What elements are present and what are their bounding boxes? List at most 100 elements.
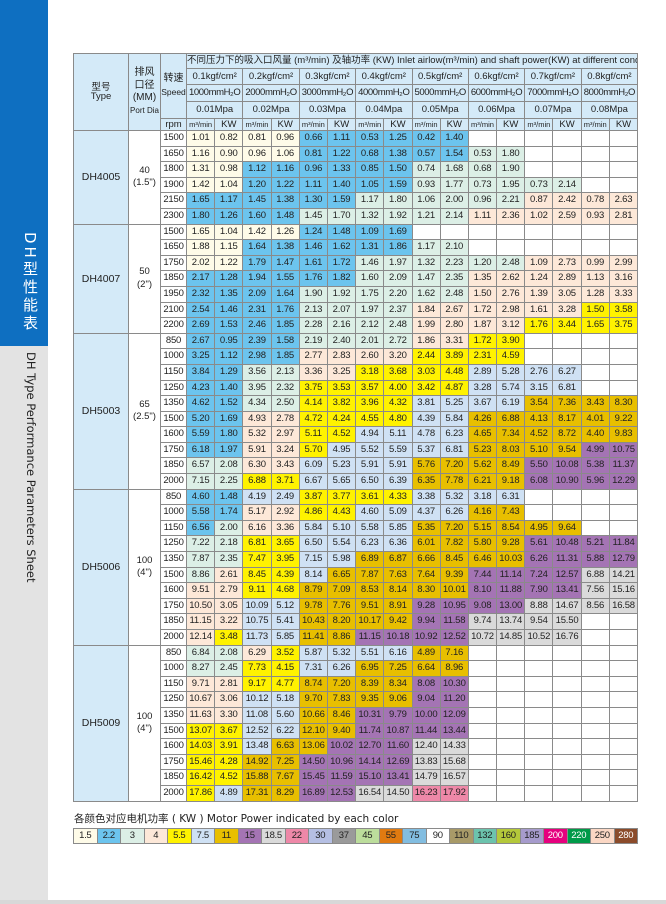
empty-cell <box>524 223 554 241</box>
airflow-cell: 17.86 <box>185 784 216 802</box>
power-cell: 3.52 <box>270 644 300 662</box>
airflow-cell: 1.65 <box>185 192 216 209</box>
airflow-cell: 16.42 <box>185 769 216 786</box>
empty-cell <box>496 738 526 755</box>
power-cell: 5.60 <box>270 706 300 724</box>
airflow-cell: 7.87 <box>355 566 385 584</box>
power-cell: 0.96 <box>270 130 300 147</box>
speed-header: 转速 Speed <box>160 53 187 119</box>
airflow-cell: 1.60 <box>355 270 385 287</box>
airflow-cell: 15.46 <box>185 753 216 771</box>
airflow-cell: 3.54 <box>524 395 554 412</box>
power-cell: 1.33 <box>326 161 357 178</box>
power-cell: 1.59 <box>326 192 357 209</box>
power-cell: 2.81 <box>214 675 244 693</box>
power-unit-header: KW <box>326 118 357 131</box>
airflow-cell: 11.41 <box>298 629 328 646</box>
airflow-cell: 4.55 <box>355 410 385 428</box>
power-cell: 4.32 <box>383 395 413 412</box>
airflow-cell: 6.84 <box>185 644 216 662</box>
airflow-cell: 4.01 <box>580 410 610 428</box>
empty-cell <box>580 784 610 802</box>
airflow-cell: 4.93 <box>242 410 272 428</box>
legend-swatch: 200 <box>543 829 567 843</box>
legend-swatch: 7.5 <box>190 829 214 843</box>
airflow-cell: 5.58 <box>185 504 216 521</box>
power-cell: 1.46 <box>214 301 244 319</box>
airflow-cell: 1.32 <box>411 254 441 272</box>
power-cell: 1.04 <box>214 176 244 194</box>
airflow-cell: 7.44 <box>467 566 498 584</box>
power-cell: 1.26 <box>270 223 300 241</box>
airflow-cell: 1.75 <box>355 285 385 303</box>
empty-cell <box>608 348 639 365</box>
power-cell: 1.47 <box>270 254 300 272</box>
rpm-cell: 1500 <box>160 722 187 740</box>
airflow-cell: 6.35 <box>411 473 441 490</box>
empty-cell <box>580 691 610 708</box>
power-cell: 2.59 <box>552 207 582 225</box>
empty-cell <box>580 348 610 365</box>
airflow-cell: 4.60 <box>355 504 385 521</box>
power-cell: 3.90 <box>496 332 526 350</box>
power-cell: 13.41 <box>383 769 413 786</box>
power-cell: 5.85 <box>383 519 413 537</box>
rpm-cell: 1900 <box>160 176 187 194</box>
airflow-cell: 6.16 <box>242 519 272 537</box>
airflow-cell: 9.54 <box>524 613 554 630</box>
legend-swatch: 3 <box>120 829 144 843</box>
airflow-cell: 0.68 <box>355 145 385 163</box>
port-diameter: 40 (1.5") <box>128 130 161 225</box>
airflow-cell: 1.11 <box>467 207 498 225</box>
airflow-cell: 3.87 <box>298 488 328 506</box>
power-cell: 14.85 <box>496 629 526 646</box>
power-cell: 1.97 <box>214 441 244 459</box>
rpm-cell: 2000 <box>160 784 187 802</box>
rpm-cell: 1500 <box>160 410 187 428</box>
power-cell: 1.17 <box>214 192 244 209</box>
airflow-cell: 8.39 <box>355 675 385 693</box>
power-cell: 1.58 <box>270 332 300 350</box>
power-cell: 5.65 <box>326 473 357 490</box>
rpm-cell: 1600 <box>160 426 187 443</box>
power-cell: 1.80 <box>496 145 526 163</box>
airflow-cell: 1.01 <box>185 130 216 147</box>
airflow-cell: 9.71 <box>185 675 216 693</box>
power-cell: 1.72 <box>326 254 357 272</box>
power-cell: 1.38 <box>270 192 300 209</box>
port-inch: (1.5") <box>133 177 156 189</box>
power-cell: 10.18 <box>383 629 413 646</box>
empty-cell <box>608 706 639 724</box>
airflow-cell: 1.39 <box>524 285 554 303</box>
empty-cell <box>524 769 554 786</box>
power-cell: 9.40 <box>326 722 357 740</box>
table-row: DH5006 100 (4") 850 4.60 1.48 4.19 2.49 3.87 3.77… <box>73 488 639 646</box>
airflow-cell: 4.19 <box>242 488 272 506</box>
power-cell: 6.23 <box>439 426 469 443</box>
empty-cell <box>608 130 639 147</box>
airflow-cell: 1.24 <box>298 223 328 241</box>
empty-cell <box>552 488 582 506</box>
airflow-cell: 9.74 <box>467 613 498 630</box>
airflow-cell: 5.37 <box>411 441 441 459</box>
power-cell: 9.39 <box>439 566 469 584</box>
legend-swatch: 30 <box>308 829 332 843</box>
power-cell: 3.30 <box>214 706 244 724</box>
power-cell: 11.88 <box>496 582 526 599</box>
table-row: 1850 16.42 4.52 15.88 7.67 15.45 11.59 15.10 13.… <box>74 769 639 786</box>
airflow-cell: 8.27 <box>185 660 216 677</box>
power-cell: 8.20 <box>326 613 357 630</box>
power-cell: 5.12 <box>270 597 300 615</box>
empty-cell <box>580 379 610 397</box>
airflow-cell: 1.72 <box>467 301 498 319</box>
empty-cell <box>496 691 526 708</box>
airflow-cell: 8.74 <box>298 675 328 693</box>
pressure-kgf-header: 0.8kgf/cm² <box>580 68 639 85</box>
airflow-cell: 1.24 <box>524 270 554 287</box>
empty-cell <box>552 738 582 755</box>
empty-cell <box>496 239 526 256</box>
airflow-cell: 8.88 <box>524 597 554 615</box>
power-cell: 6.19 <box>496 395 526 412</box>
power-cell: 1.48 <box>326 223 357 241</box>
sidebar-title-cn: DH型性能表 <box>21 232 39 333</box>
